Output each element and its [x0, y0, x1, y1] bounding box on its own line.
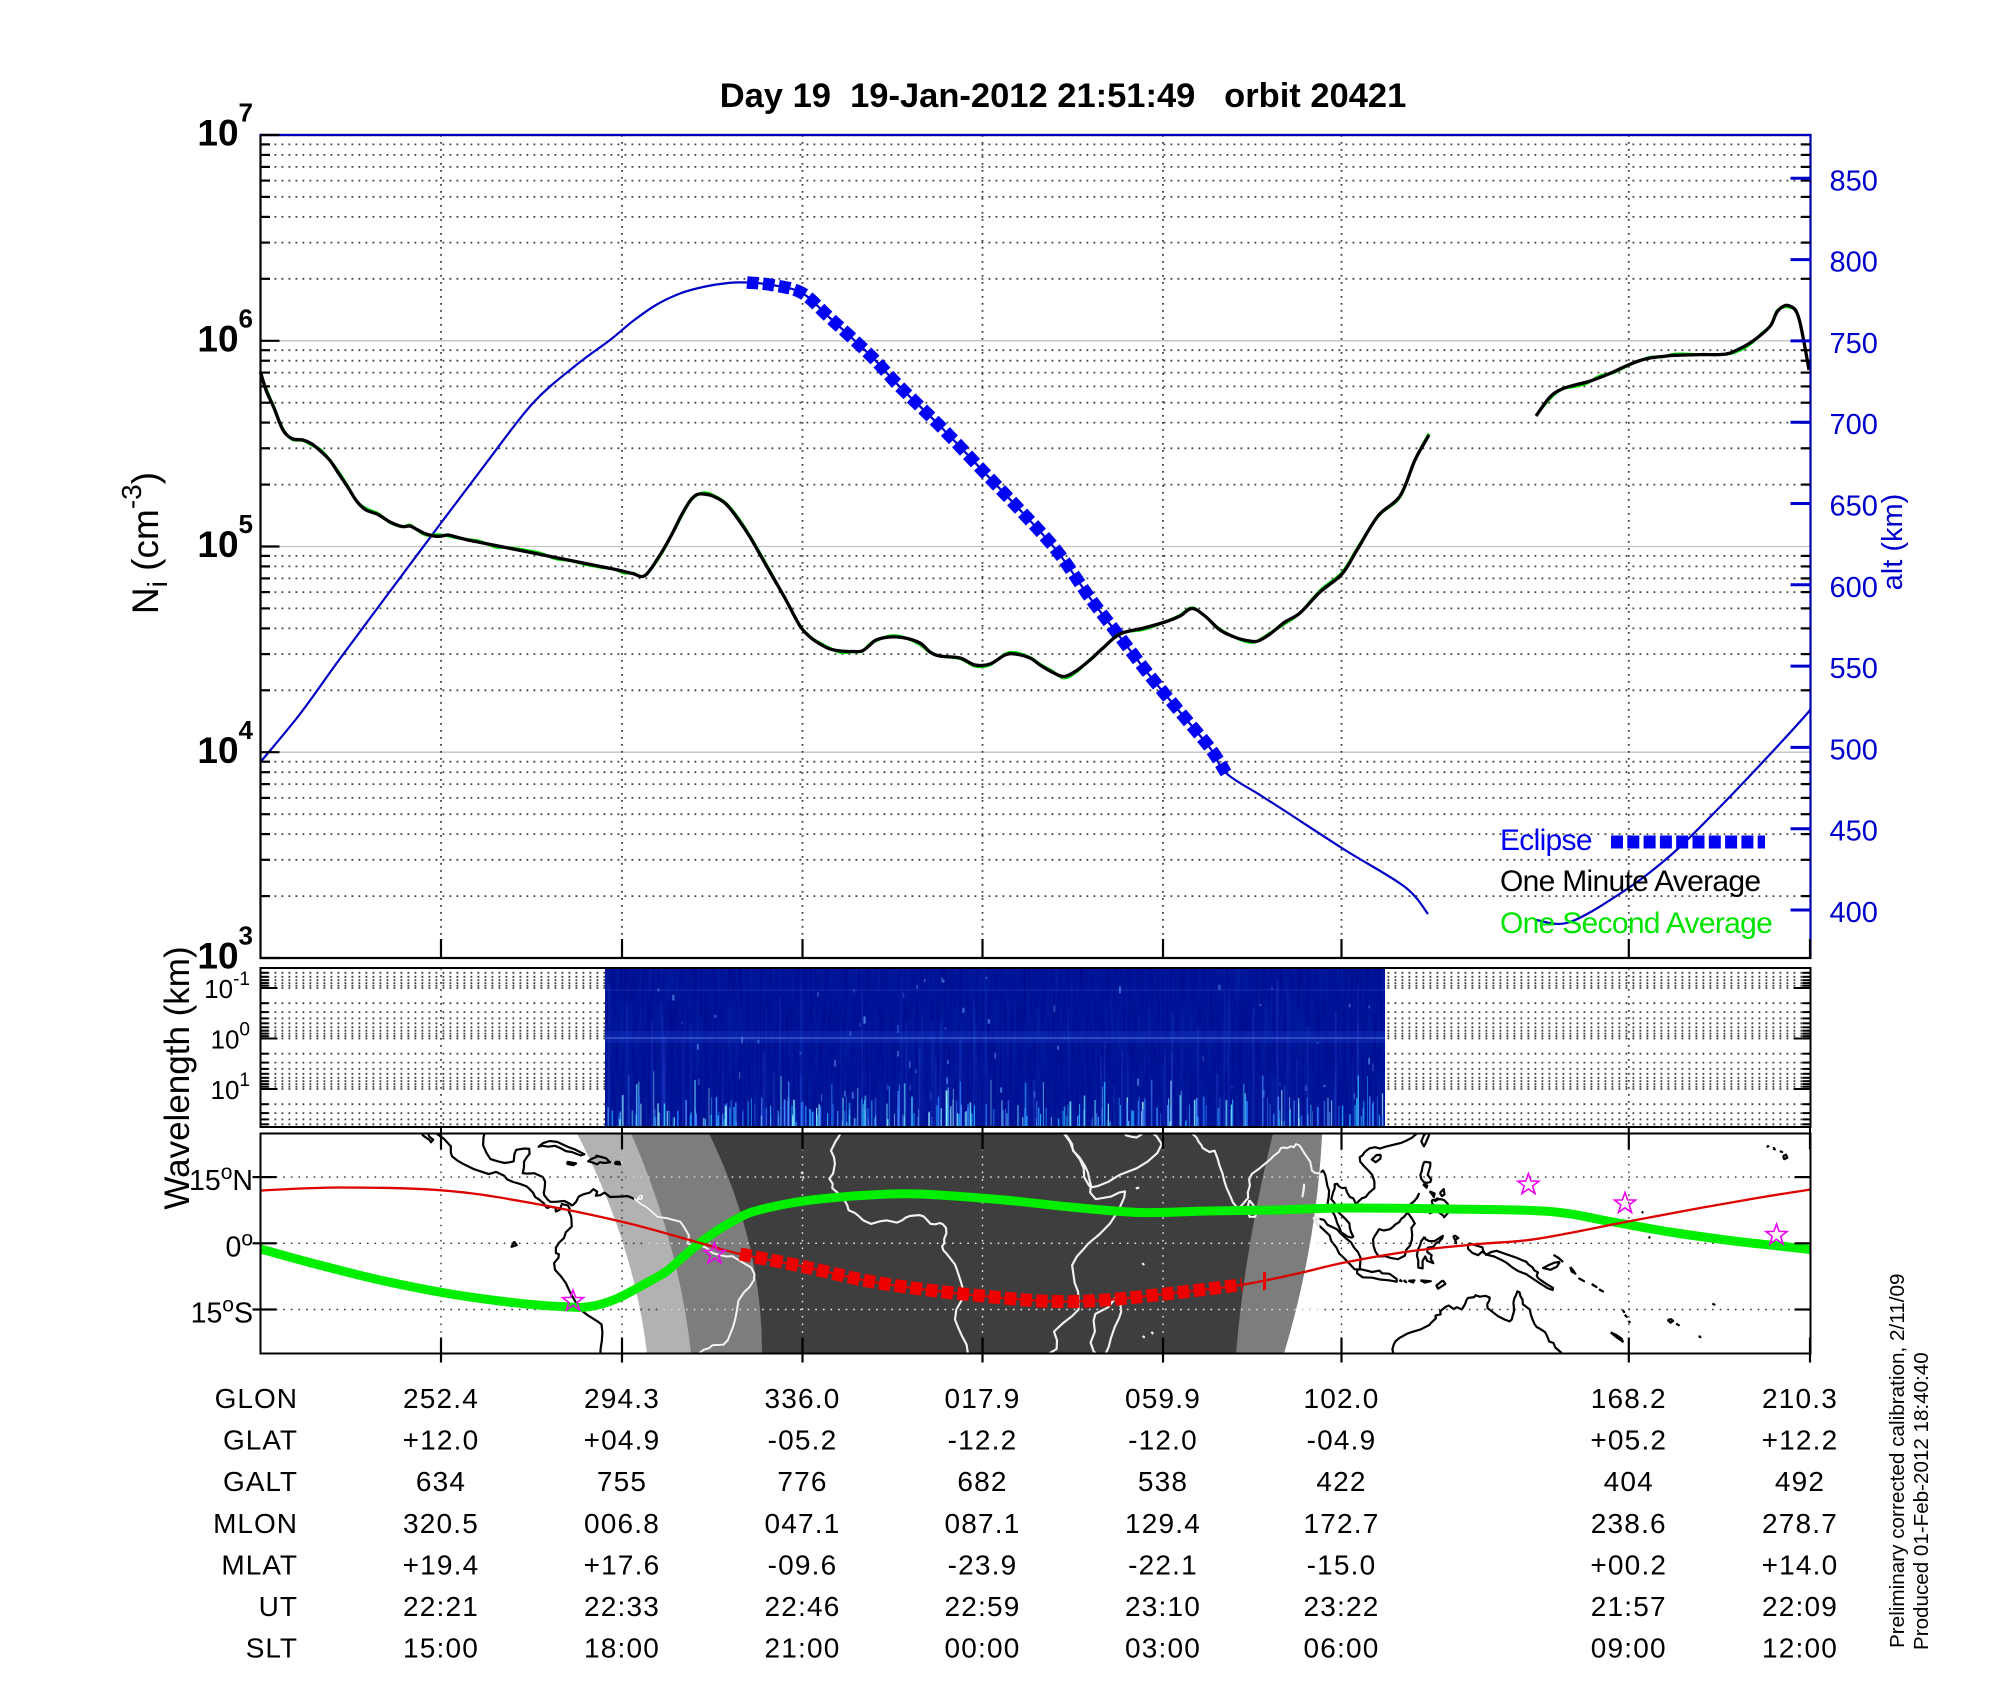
- svg-text:15:00: 15:00: [403, 1633, 479, 1664]
- svg-text:129.4: 129.4: [1125, 1508, 1201, 1539]
- svg-text:MLON: MLON: [213, 1508, 298, 1539]
- svg-text:538: 538: [1138, 1466, 1188, 1497]
- svg-text:650: 650: [1830, 491, 1878, 523]
- svg-text:22:33: 22:33: [584, 1591, 660, 1622]
- svg-text:682: 682: [957, 1466, 1007, 1497]
- svg-text:-04.9: -04.9: [1307, 1425, 1377, 1456]
- svg-text:776: 776: [777, 1466, 827, 1497]
- svg-text:634: 634: [416, 1466, 466, 1497]
- svg-text:Day 19 19-Jan-2012 21:51:49: Day 19 19-Jan-2012 21:51:49 orbit 20421: [720, 77, 1407, 115]
- svg-text:006.8: 006.8: [584, 1508, 660, 1539]
- svg-text:GALT: GALT: [223, 1466, 298, 1497]
- svg-text:400: 400: [1830, 897, 1878, 929]
- svg-text:Ni (cm-3): Ni (cm-3): [116, 472, 173, 614]
- svg-text:492: 492: [1775, 1466, 1825, 1497]
- svg-text:+12.2: +12.2: [1762, 1425, 1839, 1456]
- svg-text:15oS: 15oS: [191, 1294, 253, 1330]
- svg-text:850: 850: [1830, 165, 1878, 197]
- svg-text:750: 750: [1830, 328, 1878, 360]
- svg-text:336.0: 336.0: [764, 1383, 840, 1414]
- svg-text:GLAT: GLAT: [223, 1425, 298, 1456]
- svg-text:320.5: 320.5: [403, 1508, 479, 1539]
- svg-text:+19.4: +19.4: [403, 1549, 480, 1580]
- svg-text:-09.6: -09.6: [768, 1549, 838, 1580]
- svg-text:210.3: 210.3: [1762, 1383, 1838, 1414]
- svg-text:-12.0: -12.0: [1128, 1425, 1198, 1456]
- svg-text:UT: UT: [259, 1591, 298, 1622]
- svg-text:-23.9: -23.9: [948, 1549, 1018, 1580]
- svg-text:800: 800: [1830, 247, 1878, 279]
- svg-text:017.9: 017.9: [944, 1383, 1020, 1414]
- svg-text:450: 450: [1830, 816, 1878, 848]
- svg-text:+17.6: +17.6: [584, 1549, 661, 1580]
- svg-text:238.6: 238.6: [1591, 1508, 1667, 1539]
- svg-text:22:09: 22:09: [1762, 1591, 1838, 1622]
- svg-text:087.1: 087.1: [944, 1508, 1020, 1539]
- svg-text:755: 755: [597, 1466, 647, 1497]
- svg-text:One Minute Average: One Minute Average: [1500, 865, 1760, 898]
- svg-text:18:00: 18:00: [584, 1633, 660, 1664]
- svg-text:550: 550: [1830, 653, 1878, 685]
- svg-text:+12.0: +12.0: [403, 1425, 480, 1456]
- svg-text:-05.2: -05.2: [768, 1425, 838, 1456]
- svg-text:09:00: 09:00: [1591, 1633, 1667, 1664]
- svg-text:22:46: 22:46: [764, 1591, 840, 1622]
- svg-text:SLT: SLT: [246, 1633, 298, 1664]
- svg-text:Eclipse: Eclipse: [1500, 824, 1592, 857]
- svg-text:+00.2: +00.2: [1590, 1549, 1667, 1580]
- svg-text:+14.0: +14.0: [1762, 1549, 1839, 1580]
- svg-text:294.3: 294.3: [584, 1383, 660, 1414]
- svg-text:102.0: 102.0: [1303, 1383, 1379, 1414]
- svg-text:MLAT: MLAT: [221, 1549, 298, 1580]
- svg-text:23:22: 23:22: [1303, 1591, 1379, 1622]
- svg-text:-15.0: -15.0: [1307, 1549, 1377, 1580]
- svg-text:alt (km): alt (km): [1877, 494, 1909, 591]
- svg-text:168.2: 168.2: [1591, 1383, 1667, 1414]
- svg-text:-22.1: -22.1: [1128, 1549, 1198, 1580]
- svg-text:422: 422: [1316, 1466, 1366, 1497]
- svg-text:12:00: 12:00: [1762, 1633, 1838, 1664]
- svg-text:700: 700: [1830, 409, 1878, 441]
- svg-text:252.4: 252.4: [403, 1383, 479, 1414]
- svg-text:+05.2: +05.2: [1590, 1425, 1667, 1456]
- svg-text:500: 500: [1830, 734, 1878, 766]
- svg-text:21:00: 21:00: [764, 1633, 840, 1664]
- svg-text:+04.9: +04.9: [584, 1425, 661, 1456]
- svg-text:059.9: 059.9: [1125, 1383, 1201, 1414]
- svg-text:03:00: 03:00: [1125, 1633, 1201, 1664]
- svg-text:172.7: 172.7: [1303, 1508, 1379, 1539]
- svg-text:23:10: 23:10: [1125, 1591, 1201, 1622]
- svg-text:Wavelength (km): Wavelength (km): [158, 946, 197, 1209]
- svg-text:Produced 01-Feb-2012 18:40:40: Produced 01-Feb-2012 18:40:40: [1910, 1352, 1933, 1650]
- svg-text:22:59: 22:59: [944, 1591, 1020, 1622]
- svg-text:Preliminary corrected calibrat: Preliminary corrected calibration, 2/11/…: [1886, 1274, 1909, 1648]
- svg-text:22:21: 22:21: [403, 1591, 479, 1622]
- svg-text:-12.2: -12.2: [948, 1425, 1018, 1456]
- svg-text:21:57: 21:57: [1591, 1591, 1667, 1622]
- svg-text:404: 404: [1604, 1466, 1654, 1497]
- svg-text:047.1: 047.1: [764, 1508, 840, 1539]
- svg-text:One Second Average: One Second Average: [1500, 907, 1772, 940]
- svg-text:00:00: 00:00: [944, 1633, 1020, 1664]
- svg-text:06:00: 06:00: [1303, 1633, 1379, 1664]
- svg-text:278.7: 278.7: [1762, 1508, 1838, 1539]
- svg-text:600: 600: [1830, 572, 1878, 604]
- svg-text:GLON: GLON: [215, 1383, 298, 1414]
